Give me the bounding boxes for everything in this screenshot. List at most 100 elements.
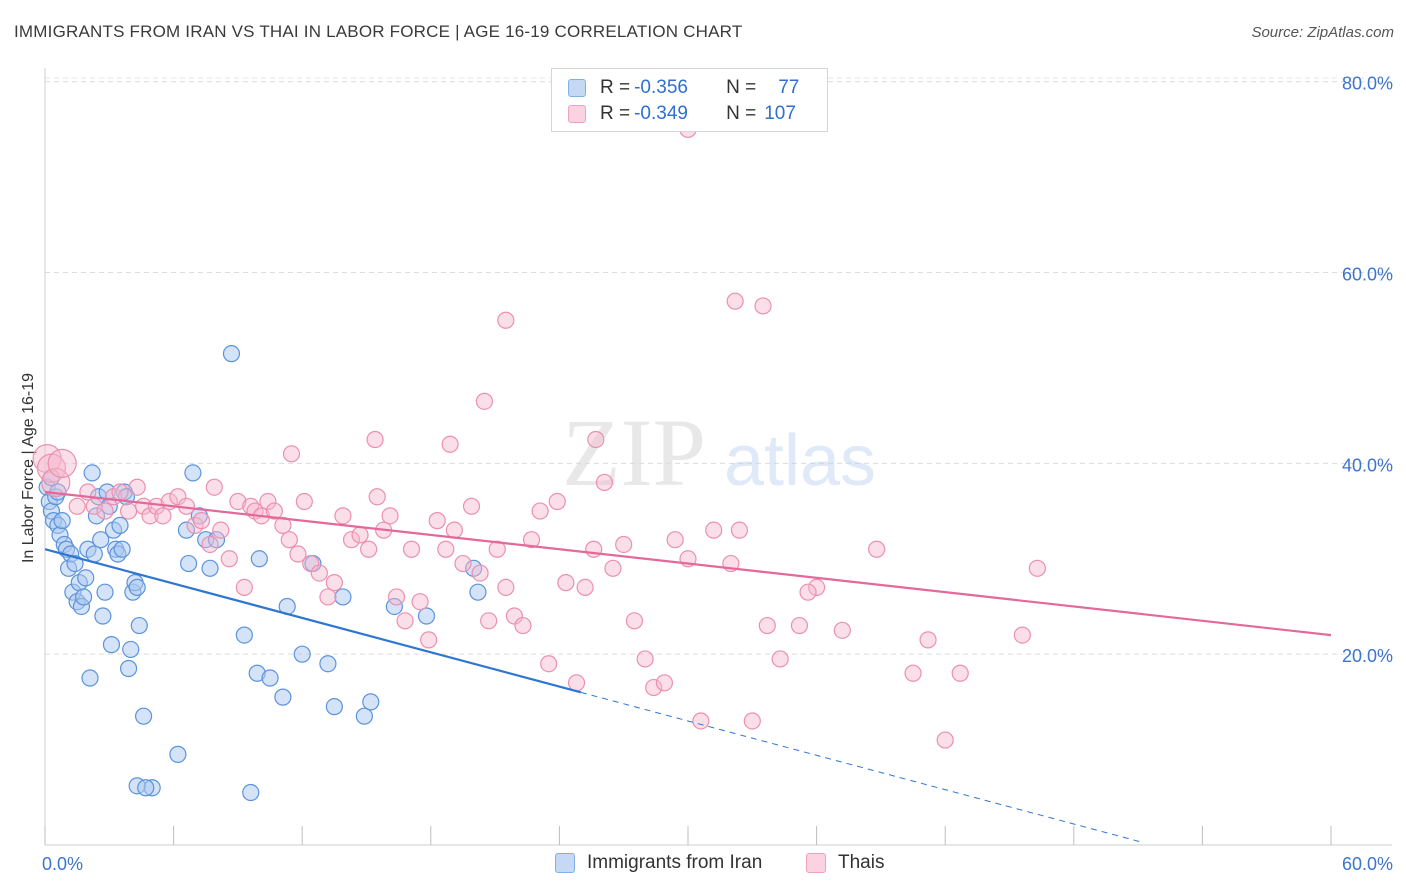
thai-point xyxy=(325,574,343,592)
iran-point xyxy=(77,569,95,587)
iran-point xyxy=(293,645,311,663)
thai-point xyxy=(615,535,633,554)
legend-item-thai[interactable]: Thais xyxy=(806,852,884,874)
thai-point xyxy=(587,430,605,449)
iran-point xyxy=(94,607,112,625)
chart-title: IMMIGRANTS FROM IRAN VS THAI IN LABOR FO… xyxy=(14,22,743,41)
thai-point xyxy=(471,564,489,582)
legend-item-iran[interactable]: Immigrants from Iran xyxy=(555,852,762,874)
thai-point xyxy=(585,540,603,558)
thai-point xyxy=(96,502,114,520)
iran-point xyxy=(242,783,260,802)
legend-row-iran: R = -0.356 N = 77 xyxy=(568,75,799,101)
y-tick-label: 40.0% xyxy=(1342,455,1393,475)
thai-point xyxy=(730,521,749,539)
thai-point xyxy=(475,392,493,410)
thai-point xyxy=(428,512,446,530)
iran-point xyxy=(222,345,241,363)
thai-point xyxy=(705,521,723,539)
thai-point xyxy=(265,502,283,520)
iran-point xyxy=(102,636,121,654)
y-tick-label: 60.0% xyxy=(1342,265,1393,285)
legend-r-label: R = xyxy=(600,103,631,124)
thai-point xyxy=(595,473,614,492)
thai-point xyxy=(497,311,515,329)
thai-point xyxy=(154,507,172,525)
series-legend: Immigrants from Iran Thais xyxy=(0,852,1406,876)
thai-point xyxy=(1028,559,1046,577)
iran-point xyxy=(250,550,268,568)
iran-point xyxy=(113,540,131,558)
y-tick-label: 80.0% xyxy=(1342,74,1393,94)
thai-point xyxy=(505,607,523,625)
thai-point xyxy=(771,650,789,668)
thai-point xyxy=(310,564,328,582)
iran-point xyxy=(137,779,155,797)
iran-point xyxy=(274,688,292,706)
iran-point xyxy=(83,464,101,482)
thai-point xyxy=(692,712,710,730)
iran-point xyxy=(180,554,198,573)
thai-point xyxy=(514,616,532,635)
iran-legend-swatch xyxy=(555,853,575,873)
thai-trend-line xyxy=(44,490,1332,637)
thai-point xyxy=(726,292,744,310)
iran-point xyxy=(235,626,253,644)
iran-point xyxy=(81,669,99,687)
iran-point xyxy=(85,545,103,563)
thai-point xyxy=(480,612,498,630)
thai-point xyxy=(743,712,761,730)
thai-point xyxy=(799,583,817,601)
thai-point xyxy=(576,578,594,596)
thai-point xyxy=(387,588,406,606)
thai-point xyxy=(441,435,459,453)
thai-point xyxy=(229,492,247,511)
watermark-atlas: atlas xyxy=(724,421,876,501)
thai-point xyxy=(282,445,301,463)
thai-point xyxy=(280,531,298,549)
axes xyxy=(44,68,1392,846)
thai-point xyxy=(540,655,558,673)
iran-point xyxy=(122,640,140,659)
thai-point xyxy=(445,521,463,539)
thai-point xyxy=(604,559,622,577)
legend-n-label: N = xyxy=(726,103,757,124)
correlation-legend: R = -0.356 N = 77 R = -0.349 N = 107 xyxy=(551,68,828,132)
thai-point xyxy=(68,497,86,515)
thai-point xyxy=(319,588,337,606)
thai-point xyxy=(119,502,138,520)
legend-n-value: 77 xyxy=(778,77,800,98)
iran-point xyxy=(119,659,138,678)
thai-point xyxy=(497,578,515,596)
thai-point xyxy=(557,574,575,592)
thai-point xyxy=(919,631,937,649)
iran-point xyxy=(319,655,337,673)
iran-point xyxy=(134,707,153,725)
thai-legend-swatch xyxy=(806,853,826,873)
thai-point xyxy=(548,492,566,511)
iran-trend-extension xyxy=(580,691,1143,843)
thai-point xyxy=(366,430,384,449)
thai-point xyxy=(334,507,352,525)
thai-point xyxy=(128,478,146,496)
thai-point xyxy=(531,502,549,520)
thai-point xyxy=(454,554,472,573)
thai-point xyxy=(411,593,429,611)
thai-point xyxy=(381,507,399,525)
legend-r-label: R = xyxy=(600,77,631,98)
trend-lines xyxy=(44,490,1332,843)
thai-point xyxy=(368,488,386,506)
iran-point xyxy=(128,578,146,596)
iran-point xyxy=(325,698,343,716)
iran-point xyxy=(362,693,380,711)
thai-point xyxy=(936,731,954,749)
thai-point xyxy=(951,664,969,682)
thai-point xyxy=(567,674,586,692)
iran-point xyxy=(417,607,436,625)
legend-label-thai: Thais xyxy=(838,852,885,873)
thai-point xyxy=(1013,626,1031,644)
source-credit: Source: ZipAtlas.com xyxy=(1251,24,1394,41)
thai-point xyxy=(807,578,826,596)
x-tick-label: 0.0% xyxy=(42,854,83,874)
thai-point xyxy=(351,526,369,544)
